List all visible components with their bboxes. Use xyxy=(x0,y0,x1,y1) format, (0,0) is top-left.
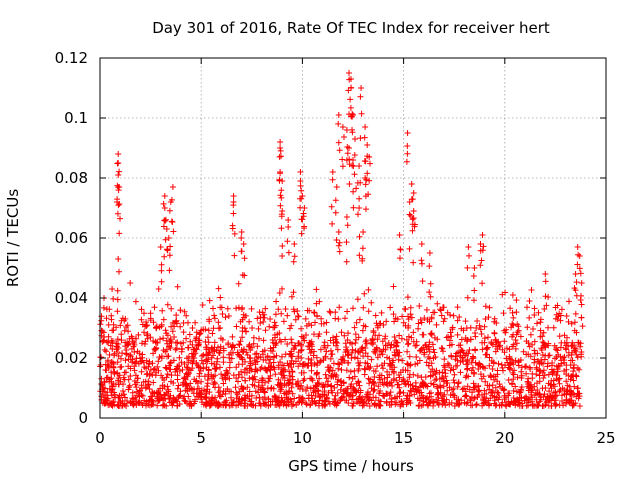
x-tick-label: 15 xyxy=(394,429,413,447)
roti-series-markers xyxy=(97,70,586,409)
y-tick-label: 0.04 xyxy=(55,289,88,307)
tick-layer: 0 5 10 15 20 25 0 0.02 0.04 0.06 0.08 0.1 0.12 xyxy=(55,49,616,447)
y-tick-label: 0.02 xyxy=(55,349,88,367)
y-tick-label: 0 xyxy=(78,409,88,427)
y-axis-label: ROTI / TECUs xyxy=(4,189,22,287)
y-tick-label: 0.12 xyxy=(55,49,88,67)
x-tick-label: 5 xyxy=(196,429,206,447)
x-tick-label: 20 xyxy=(495,429,514,447)
x-tick-label: 25 xyxy=(596,429,615,447)
x-axis-label: GPS time / hours xyxy=(288,457,414,475)
data-points-layer xyxy=(97,70,586,409)
chart-title: Day 301 of 2016, Rate Of TEC Index for r… xyxy=(152,19,550,37)
y-tick-label: 0.08 xyxy=(55,169,88,187)
x-tick-label: 10 xyxy=(293,429,312,447)
y-tick-label: 0.1 xyxy=(64,109,88,127)
x-tick-label: 0 xyxy=(95,429,105,447)
y-tick-label: 0.06 xyxy=(55,229,88,247)
